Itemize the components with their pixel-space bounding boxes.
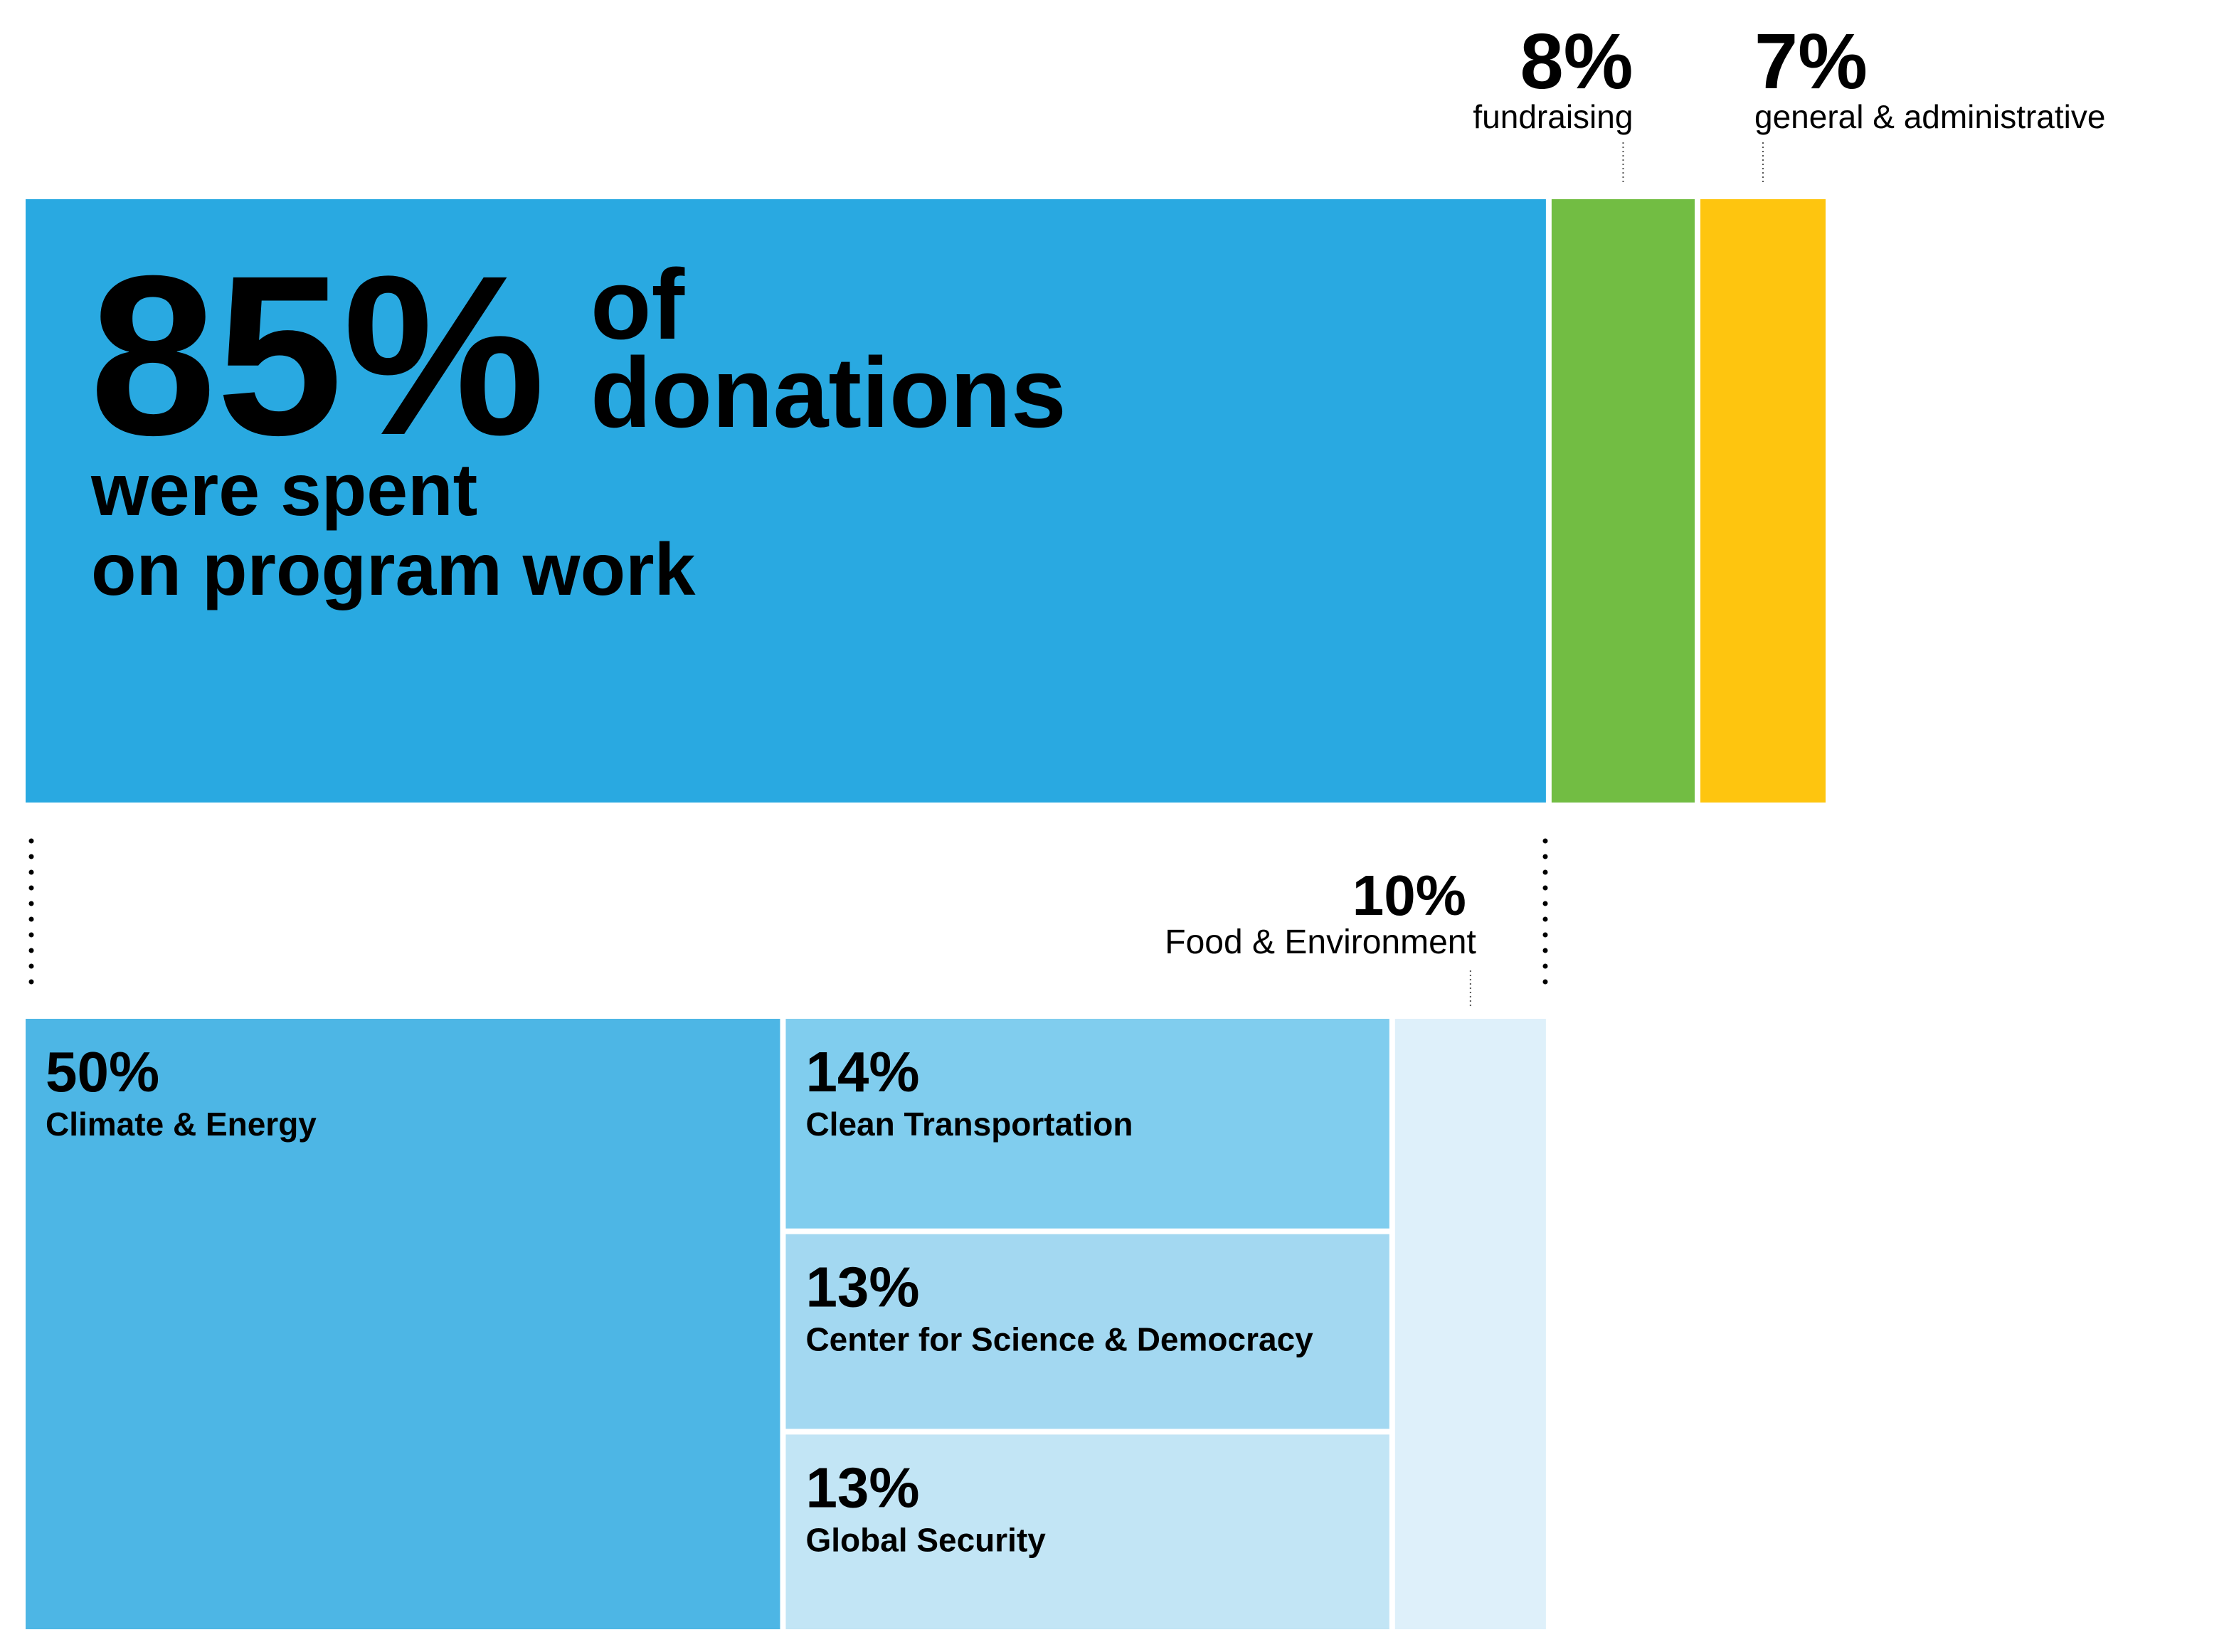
value-label: 14% bbox=[805, 1040, 919, 1103]
category-label: Center for Science & Democracy bbox=[805, 1321, 1313, 1358]
value-label: 7% bbox=[1754, 18, 1868, 105]
program-block bbox=[1394, 1019, 1546, 1629]
category-label: Global Security bbox=[805, 1521, 1046, 1558]
category-label: general & administrative bbox=[1754, 98, 2105, 135]
value-label: 50% bbox=[46, 1040, 159, 1103]
category-label: Food & Environment bbox=[1165, 923, 1476, 961]
value-label: 8% bbox=[1520, 18, 1633, 105]
value-label: 13% bbox=[805, 1256, 919, 1319]
program-block bbox=[785, 1234, 1389, 1429]
value-label: 10% bbox=[1352, 864, 1466, 927]
headline: of bbox=[591, 248, 685, 360]
subheadline: were spent bbox=[90, 449, 477, 531]
headline: donations bbox=[591, 337, 1066, 448]
spending-block bbox=[26, 199, 1546, 803]
program-block bbox=[26, 1019, 780, 1629]
subheadline: on program work bbox=[91, 529, 696, 611]
value-label: 13% bbox=[805, 1456, 919, 1519]
category-label: fundraising bbox=[1473, 98, 1633, 135]
spending-block bbox=[1551, 199, 1695, 803]
program-block bbox=[785, 1019, 1389, 1229]
big-value-label: 85% bbox=[90, 228, 545, 482]
category-label: Climate & Energy bbox=[46, 1106, 317, 1143]
program-block bbox=[785, 1434, 1389, 1629]
spending-block bbox=[1700, 199, 1826, 803]
category-label: Clean Transportation bbox=[805, 1106, 1133, 1143]
